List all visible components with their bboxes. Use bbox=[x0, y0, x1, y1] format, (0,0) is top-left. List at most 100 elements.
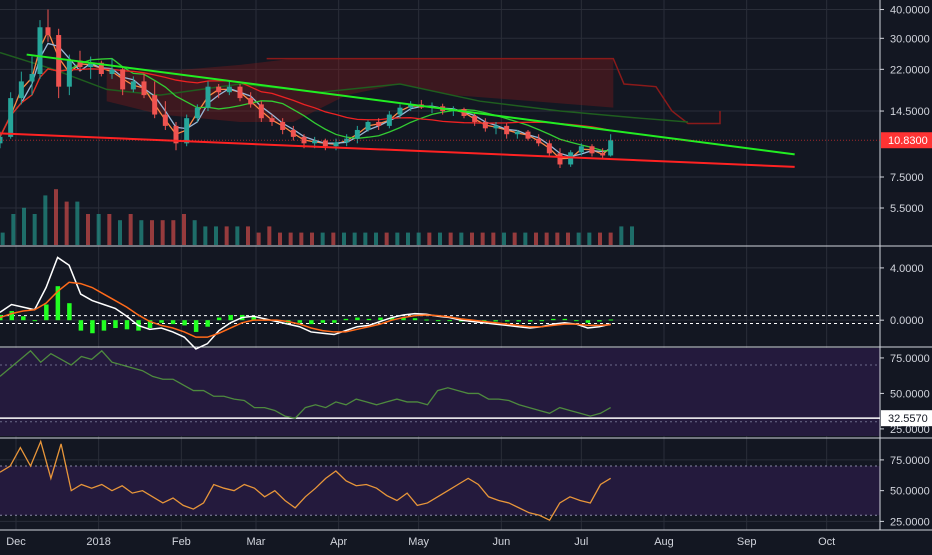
candle-body bbox=[184, 118, 190, 144]
macd-histogram-bar bbox=[585, 320, 591, 323]
volume-bar bbox=[320, 232, 325, 245]
candle-body bbox=[461, 108, 467, 116]
volume-bar bbox=[43, 195, 48, 245]
x-axis-label: Jun bbox=[492, 536, 510, 548]
candle-body bbox=[354, 129, 360, 139]
macd-histogram-bar bbox=[504, 320, 510, 322]
macd-histogram-bar bbox=[9, 311, 15, 321]
candle-body bbox=[525, 131, 531, 139]
macd-histogram-bar bbox=[309, 320, 314, 325]
macd-tick-label: 0.0000 bbox=[890, 315, 924, 327]
macd-histogram-bar bbox=[21, 316, 26, 321]
last-price-badge bbox=[881, 132, 932, 149]
candle-body bbox=[322, 140, 328, 147]
macd-histogram-bar bbox=[447, 320, 452, 322]
x-axis-label: Apr bbox=[330, 536, 347, 548]
candle-body bbox=[301, 136, 307, 144]
volume-bar bbox=[171, 220, 176, 245]
x-axis-label: Dec bbox=[6, 536, 26, 548]
volume-bar bbox=[523, 232, 528, 245]
macd-histogram-bar bbox=[124, 320, 130, 330]
volume-bar bbox=[192, 220, 197, 245]
candle-body bbox=[237, 86, 243, 99]
candle-body bbox=[88, 62, 94, 68]
volume-bar bbox=[22, 207, 26, 245]
x-axis-label: May bbox=[408, 536, 429, 548]
candle-body bbox=[0, 136, 3, 144]
volume-bar bbox=[96, 214, 101, 245]
macd-histogram-bar bbox=[78, 320, 84, 331]
candle-body bbox=[258, 104, 264, 119]
macd-histogram-bar bbox=[435, 320, 441, 322]
macd-histogram-bar bbox=[228, 314, 233, 321]
macd-histogram-bar bbox=[493, 320, 498, 322]
price-tick-label: 40.0000 bbox=[890, 5, 930, 17]
macd-histogram-bar bbox=[113, 320, 118, 329]
stochastic-tick-label: 25.0000 bbox=[890, 516, 930, 528]
volume-bar bbox=[544, 232, 549, 245]
macd-histogram-bar bbox=[147, 320, 153, 329]
volume-bar bbox=[512, 232, 517, 245]
candle-body bbox=[248, 98, 254, 105]
candle-body bbox=[365, 121, 371, 130]
price-tick-label: 22.0000 bbox=[890, 64, 930, 76]
candle-body bbox=[397, 107, 403, 115]
volume-bar bbox=[576, 232, 581, 245]
trendline-green bbox=[26, 53, 795, 156]
macd-histogram-bar bbox=[297, 320, 303, 323]
price-tick-label: 30.0000 bbox=[890, 33, 930, 45]
volume-bar bbox=[235, 226, 240, 245]
rsi-level-label: 32.5570 bbox=[888, 413, 928, 425]
macd-histogram-bar bbox=[389, 317, 395, 321]
volume-bar bbox=[310, 232, 314, 245]
macd-histogram-bar bbox=[159, 320, 164, 323]
volume-bar bbox=[86, 214, 90, 245]
macd-histogram-bar bbox=[516, 320, 521, 322]
macd-histogram-bar bbox=[574, 320, 579, 322]
macd-histogram-bar bbox=[216, 317, 222, 321]
volume-bar bbox=[630, 226, 634, 245]
macd-tick-label: 4.0000 bbox=[890, 263, 924, 275]
macd-histogram-bar bbox=[332, 320, 337, 323]
volume-bar bbox=[118, 220, 122, 245]
macd-histogram-bar bbox=[355, 317, 360, 321]
macd-histogram-bar bbox=[67, 303, 72, 321]
stochastic-tick-label: 50.0000 bbox=[890, 486, 930, 498]
volume-bar bbox=[598, 232, 602, 245]
candle-body bbox=[386, 114, 392, 126]
macd-histogram-bar bbox=[182, 320, 187, 326]
volume-bar bbox=[534, 232, 538, 245]
candle-body bbox=[514, 131, 520, 135]
candle-body bbox=[141, 81, 147, 96]
candle-body bbox=[66, 60, 72, 87]
macd-line bbox=[0, 256, 611, 350]
rsi-tick-label: 50.0000 bbox=[890, 388, 930, 400]
candle-body bbox=[98, 62, 104, 74]
candle-body bbox=[37, 27, 43, 74]
price-tick-label: 14.5000 bbox=[890, 106, 930, 118]
macd-histogram-bar bbox=[170, 320, 176, 325]
volume-bar bbox=[491, 232, 496, 245]
x-axis-label: Mar bbox=[247, 536, 266, 548]
candle-body bbox=[280, 121, 286, 130]
rsi-line bbox=[0, 349, 611, 419]
x-axis-label: Jul bbox=[574, 536, 588, 548]
candle-body bbox=[290, 129, 296, 137]
volume-bar bbox=[470, 232, 474, 245]
volume-bar bbox=[246, 226, 250, 245]
sma-mid-line bbox=[0, 57, 611, 152]
axis-layer: Dec 2018 Feb Mar Apr May Jun Jul Aug Sep Oct 40.000… bbox=[6, 5, 932, 548]
candle-body bbox=[600, 153, 606, 156]
trendline-red bbox=[0, 132, 795, 168]
macd-histogram-bar bbox=[193, 320, 199, 332]
candle-body bbox=[8, 98, 14, 137]
candle-body bbox=[493, 125, 499, 129]
candle-body bbox=[173, 125, 179, 144]
volume-bar bbox=[299, 232, 304, 245]
macd-histogram-bar bbox=[608, 319, 614, 321]
volume-bar bbox=[384, 232, 389, 245]
candle-body bbox=[557, 153, 563, 165]
candle-body bbox=[408, 104, 414, 108]
